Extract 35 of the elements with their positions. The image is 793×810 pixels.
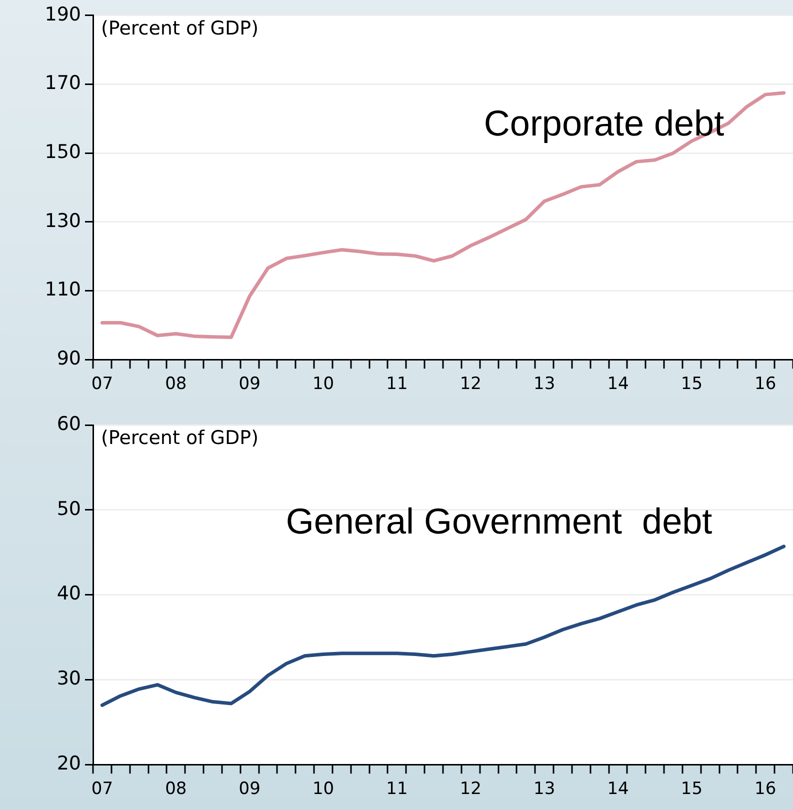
series-label: Corporate debt [484, 102, 724, 144]
series-label: General Government debt [286, 500, 712, 542]
x-tick-label: 10 [312, 374, 334, 394]
y-tick-label: 110 [44, 278, 81, 301]
x-tick-label: 07 [91, 779, 114, 800]
y-tick-label: 30 [56, 668, 81, 690]
y-axis-title: (Percent of GDP) [101, 426, 259, 449]
x-tick-label: 14 [607, 779, 629, 800]
y-tick-label: 20 [56, 752, 81, 775]
x-tick-label: 16 [754, 779, 776, 800]
y-tick-label: 170 [44, 72, 81, 94]
y-tick-label: 150 [44, 141, 81, 164]
x-tick-label: 13 [533, 374, 556, 394]
y-tick-label: 190 [44, 3, 81, 26]
x-tick-label: 12 [460, 779, 482, 800]
x-tick-label: 10 [312, 779, 334, 800]
y-axis-title: (Percent of GDP) [101, 17, 259, 40]
y-tick-label: 90 [56, 348, 81, 370]
y-tick-label: 130 [44, 210, 81, 232]
y-tick-label: 60 [56, 412, 81, 435]
x-tick-label: 11 [386, 374, 408, 394]
x-tick-label: 15 [680, 374, 703, 394]
x-tick-label: 09 [238, 374, 260, 394]
y-tick-label: 40 [56, 582, 81, 605]
x-tick-label: 16 [754, 374, 776, 394]
x-tick-label: 13 [533, 779, 556, 800]
x-tick-label: 07 [91, 374, 114, 394]
x-tick-label: 14 [607, 374, 629, 394]
y-tick-label: 50 [56, 498, 81, 520]
x-tick-label: 12 [460, 374, 482, 394]
x-tick-label: 08 [165, 374, 187, 394]
x-tick-label: 11 [386, 779, 408, 800]
x-tick-label: 15 [680, 779, 703, 800]
x-tick-label: 09 [238, 779, 260, 800]
x-tick-label: 08 [165, 779, 187, 800]
